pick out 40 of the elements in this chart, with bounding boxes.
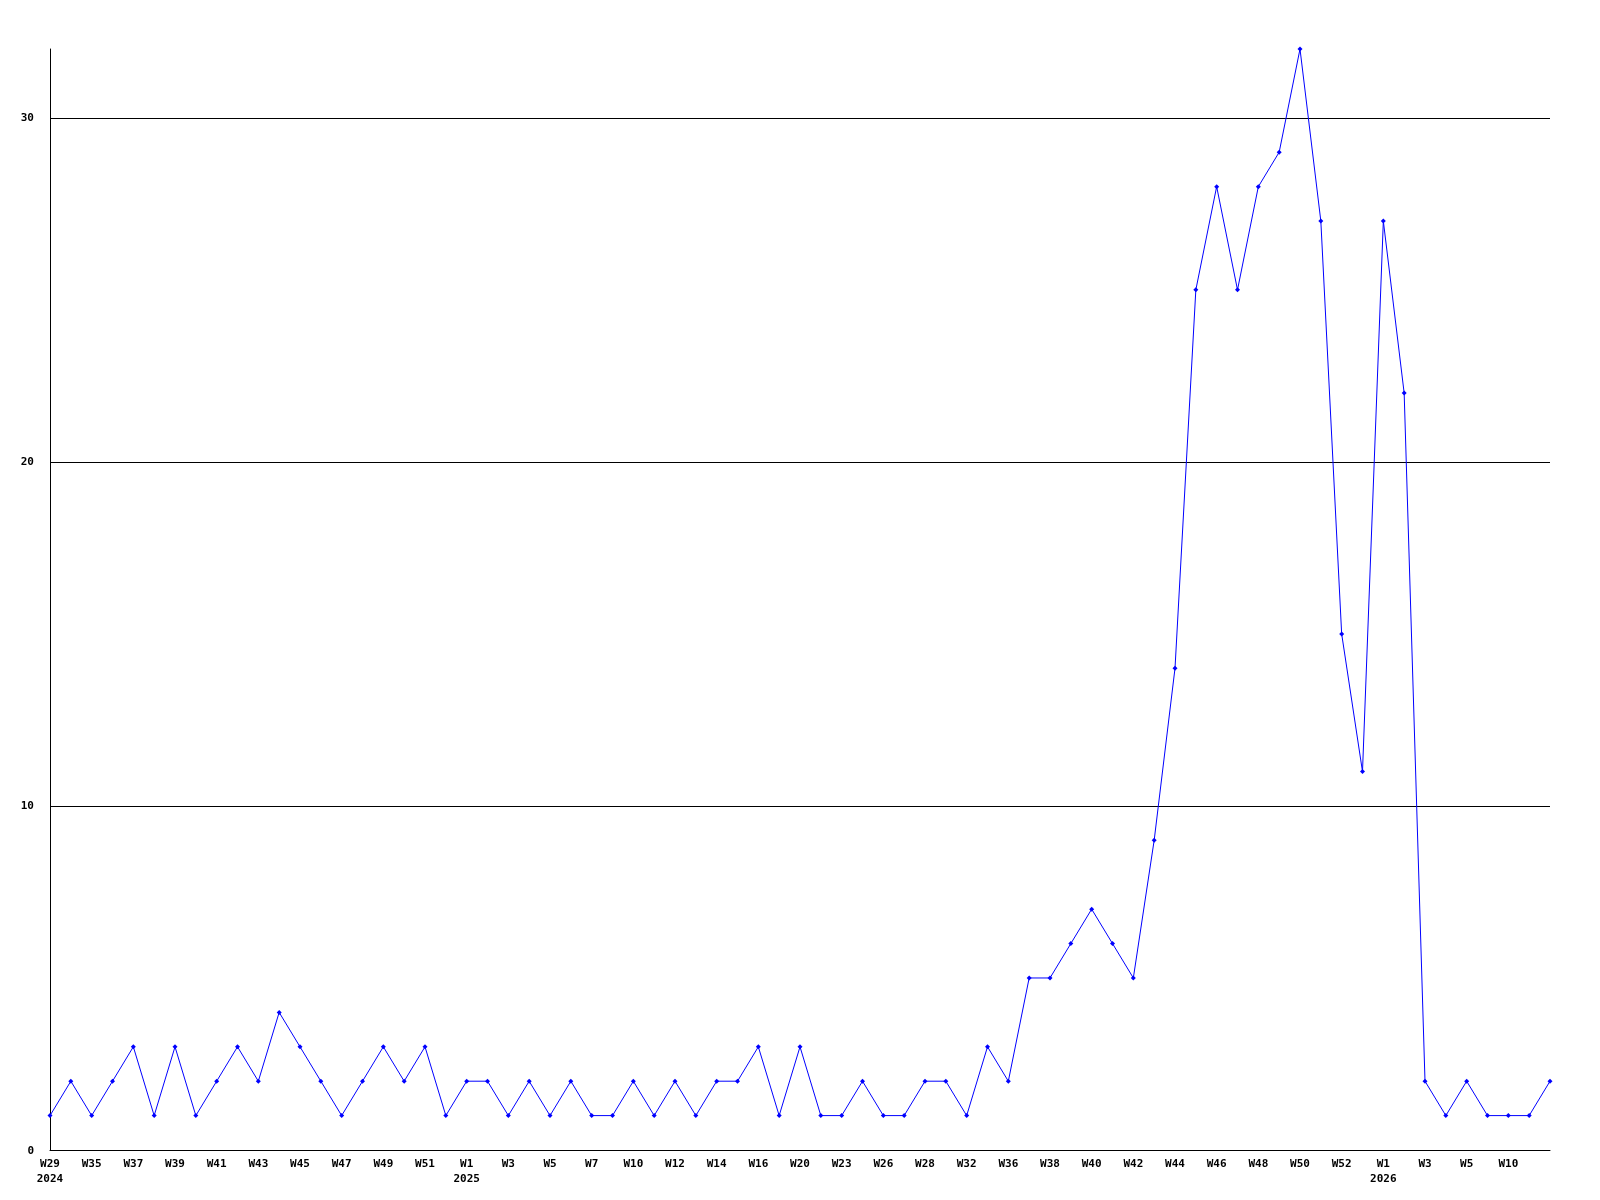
y-tick-label: 10 [20,799,34,813]
x-tick-label: W1 2026 [1370,1157,1397,1185]
x-tick-label: W28 [915,1157,935,1170]
x-tick-label: W35 [81,1157,102,1170]
x-tick-label: W5 [1460,1157,1474,1170]
x-tick-label: W40 [1081,1157,1102,1170]
x-tick-label: W44 [1165,1157,1186,1170]
x-tick-label: W36 [998,1157,1019,1170]
x-tick-label: W52 [1331,1157,1352,1170]
x-tick-label: W16 [748,1157,769,1170]
x-tick-label: W51 [415,1157,436,1170]
y-tick-label: 0 [27,1143,34,1157]
x-tick-label: W47 [331,1157,352,1170]
x-tick-label: W29 2024 [36,1157,64,1185]
x-tick-label: W32 [956,1157,977,1170]
x-tick-label: W3 [1418,1157,1432,1170]
x-tick-label: W14 [706,1157,727,1170]
x-tick-label: W26 [873,1157,894,1170]
x-tick-label: W42 [1123,1157,1144,1170]
x-tick-label: W45 [290,1157,310,1170]
x-tick-label: W5 [543,1157,557,1170]
x-tick-label: W38 [1040,1157,1060,1170]
x-tick-label: W39 [165,1157,185,1170]
x-tick-label: W50 [1290,1157,1310,1170]
x-tick-label: W48 [1248,1157,1269,1170]
x-tick-label: W49 [373,1157,394,1170]
x-tick-label: W3 [501,1157,515,1170]
x-tick-label: W1 2025 [453,1157,480,1185]
x-tick-label: W43 [248,1157,269,1170]
x-tick-label: W23 [831,1157,852,1170]
x-tick-label: W20 [790,1157,810,1170]
x-tick-label: W37 [123,1157,144,1170]
x-tick-label: W10 [623,1157,644,1170]
x-tick-label: W12 [665,1157,685,1170]
x-tick-label: W46 [1206,1157,1227,1170]
x-tick-label: W41 [206,1157,227,1170]
x-tick-label: W7 [585,1157,599,1170]
y-tick-label: 20 [20,455,34,469]
x-tick-label: W10 [1498,1157,1519,1170]
y-tick-label: 30 [20,111,34,125]
